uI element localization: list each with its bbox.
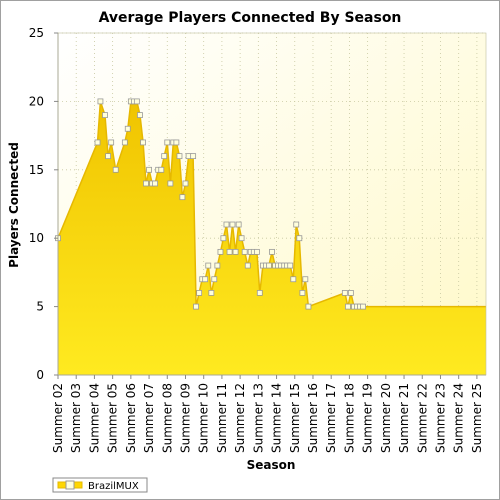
data-point	[299, 290, 306, 296]
x-tick-label: Summer 03	[69, 383, 83, 453]
data-point	[296, 235, 303, 242]
data-point	[208, 290, 215, 296]
data-point	[202, 276, 209, 283]
data-point	[253, 248, 260, 255]
x-tick-label: Summer 21	[397, 383, 411, 453]
chart-title: Average Players Connected By Season	[99, 10, 402, 26]
series-area	[57, 100, 486, 376]
data-point	[205, 262, 212, 269]
data-point	[305, 303, 312, 310]
x-tick-label: Summer 07	[142, 383, 156, 453]
x-tick-label: Summer 25	[470, 383, 484, 453]
y-axis-title: Players Connected	[7, 142, 21, 268]
data-point	[290, 276, 297, 283]
data-point	[269, 248, 275, 255]
data-point	[97, 98, 104, 105]
data-point	[226, 248, 233, 255]
x-tick-label: Summer 05	[106, 383, 120, 453]
x-tick-label: Summer 09	[178, 383, 192, 453]
x-tick-label: Summer 24	[452, 383, 466, 453]
data-point	[102, 112, 108, 118]
x-tick-label: Summer 06	[124, 383, 138, 453]
data-point	[223, 221, 230, 228]
x-tick-label: Summer 16	[306, 383, 320, 453]
y-tick-label: 25	[29, 26, 44, 40]
data-point	[232, 248, 239, 255]
data-point	[140, 139, 146, 146]
x-tick-label: Summer 12	[233, 383, 247, 453]
data-point	[229, 221, 236, 228]
data-point	[238, 235, 245, 242]
data-point	[121, 139, 128, 146]
data-point	[143, 180, 149, 187]
legend-label: BrazilMUX	[88, 481, 139, 492]
x-tick-label: Summer 10	[197, 383, 211, 453]
data-point	[256, 290, 263, 296]
data-point	[241, 248, 248, 255]
data-point	[108, 139, 115, 146]
data-point	[94, 139, 101, 146]
data-point	[133, 98, 140, 105]
data-point	[112, 166, 119, 173]
legend-marker	[65, 480, 75, 490]
data-point	[345, 303, 351, 310]
data-point	[211, 276, 218, 283]
data-point	[137, 112, 143, 118]
y-tick-label: 0	[36, 368, 44, 382]
x-tick-label: Summer 02	[51, 383, 65, 453]
data-point	[161, 153, 168, 160]
x-tick-label: Summer 17	[324, 383, 338, 453]
x-tick-label: Summer 13	[251, 383, 265, 453]
data-point	[193, 303, 199, 310]
legend: BrazilMUX	[52, 477, 148, 493]
data-point	[164, 139, 171, 146]
x-tick-label: Summer 20	[379, 383, 393, 453]
data-point	[190, 153, 197, 160]
y-tick-label: 20	[29, 94, 44, 108]
x-tick-label: Summer 11	[215, 383, 229, 453]
data-point	[176, 153, 183, 160]
data-point	[146, 166, 152, 173]
y-tick-labels: 0 5 10 15 20 25	[29, 26, 44, 382]
y-tick-label: 15	[29, 163, 44, 177]
x-tick-labels: Summer 02 Summer 03 Summer 04 Summer 05 Summ…	[51, 383, 484, 453]
x-tick-label: Summer 14	[270, 383, 284, 453]
x-tick-label: Summer 15	[288, 383, 302, 453]
data-point	[173, 139, 180, 146]
data-point	[287, 262, 294, 269]
series-line	[57, 100, 486, 308]
data-point	[182, 180, 189, 187]
x-tick-label: Summer 19	[361, 383, 375, 453]
data-point	[360, 303, 366, 310]
x-tick-label: Summer 23	[433, 383, 447, 453]
x-tick-label: Summer 22	[415, 383, 429, 453]
data-point	[235, 221, 242, 228]
data-point	[220, 235, 227, 242]
y-tick-label: 5	[36, 300, 44, 314]
data-point	[266, 262, 272, 269]
plot-border	[57, 32, 487, 376]
data-point	[293, 221, 300, 228]
axes	[54, 32, 487, 379]
data-point	[124, 125, 131, 132]
y-tick-label: 10	[29, 231, 44, 245]
x-tick-label: Summer 18	[342, 383, 356, 453]
data-point	[302, 276, 309, 283]
data-point	[244, 262, 251, 269]
data-point	[105, 153, 111, 160]
data-point	[217, 248, 224, 255]
x-tick-label: Summer 08	[160, 383, 174, 453]
data-point	[214, 262, 221, 269]
data-point	[347, 290, 354, 296]
data-point	[341, 290, 348, 296]
data-point	[152, 180, 158, 187]
data-point	[158, 166, 165, 173]
data-point	[167, 180, 174, 187]
x-axis-title: Season	[247, 458, 296, 472]
x-tick-label: Summer 04	[87, 383, 101, 453]
data-point	[179, 194, 186, 201]
data-point	[196, 290, 203, 296]
series-markers	[55, 98, 366, 310]
